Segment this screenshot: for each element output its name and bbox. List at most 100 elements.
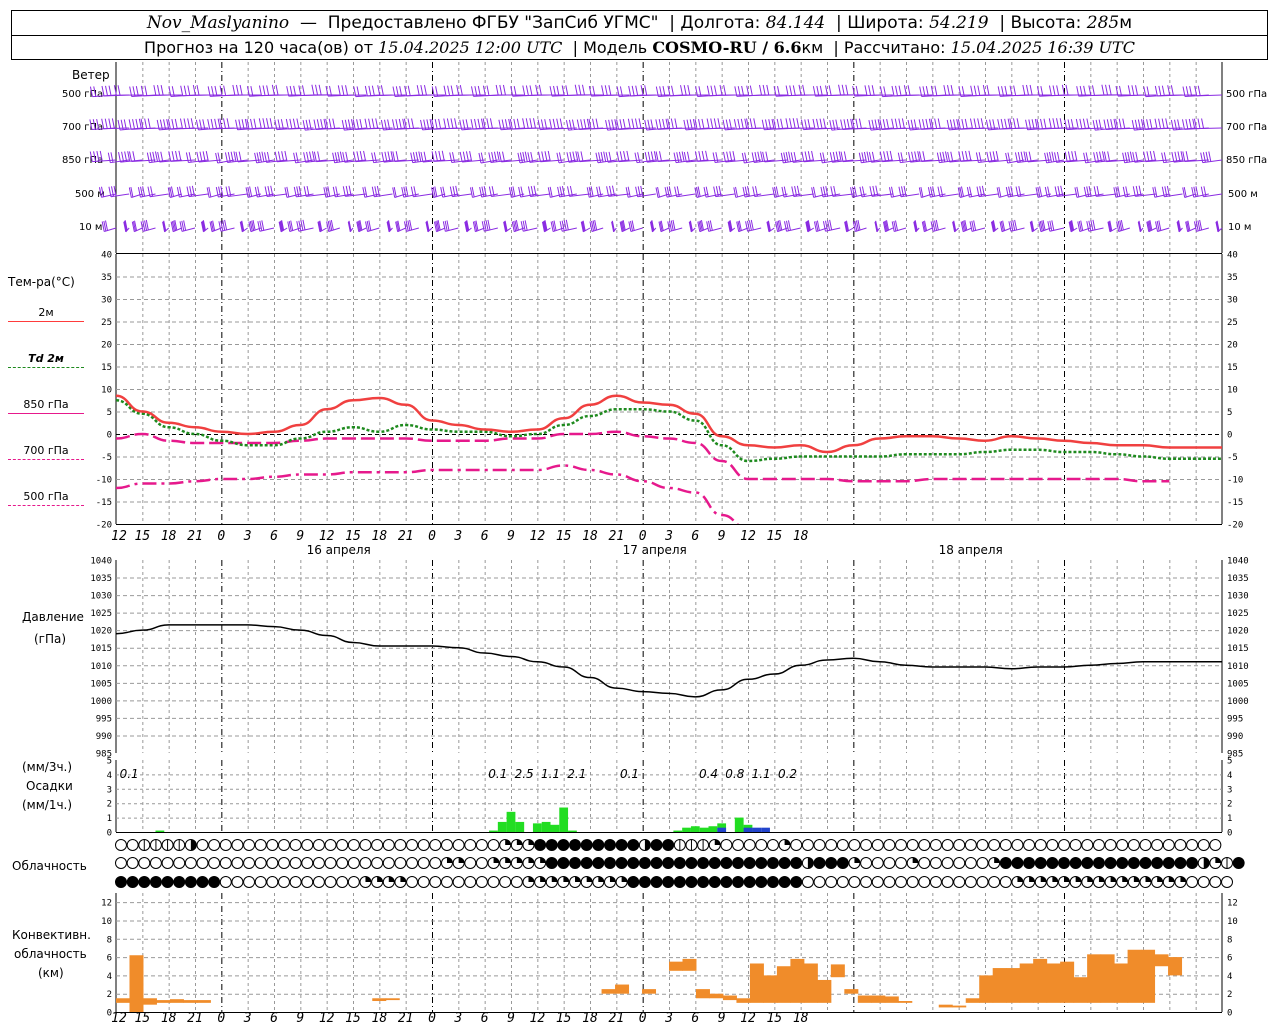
cloud-symbol [1081,857,1094,869]
wind-level-10m-right: 10 м [1228,222,1252,233]
wind-barb-10m [347,220,354,233]
cloud-symbol [1162,857,1175,869]
cloud-title: Облачность [12,859,87,873]
cloud-symbol [708,857,721,869]
cloud-symbol [999,876,1012,888]
wind-barb-850hpa [215,152,235,164]
conv-bar [1168,957,1183,976]
wind-barb-10m [1068,220,1078,233]
cloud-symbol-fill [1157,876,1163,882]
wind-barb-850hpa [936,151,959,164]
cloud-symbol [1127,839,1140,851]
wind-barb-850hpa [1200,151,1223,164]
cloud-symbol-fill [1168,876,1175,882]
wind-barb-10m [882,220,894,233]
wind-barb-850hpa [1122,151,1144,164]
wind-barb-500m [225,186,248,198]
cloud-symbol-fill [714,839,721,845]
wind-barb-500m [635,185,656,198]
cloud-symbol [1034,839,1047,851]
cloud-symbol [371,839,384,851]
cloud-symbol [813,857,826,869]
rain-bar [690,826,700,832]
wind-barb-850hpa [313,151,340,163]
cloud-symbol [1127,857,1140,869]
temp-x-tick: 0 [639,529,647,544]
wind-barb-500m [245,186,261,198]
wind-barb-500m [508,186,525,198]
cloud-symbol-fill [516,857,523,863]
wind-barb-850hpa [293,152,314,164]
cloud-symbol [208,876,221,888]
legend-t2m-label: 2м [38,306,54,319]
wind-barb-10m [649,220,657,233]
legend-td2m-line [8,367,84,368]
conv-bar [965,998,980,1003]
wind-barb-10m [472,220,485,233]
wind-barb-500m [206,186,222,198]
wind-barb-700hpa [746,118,775,129]
cloud-symbol [301,857,314,869]
wind-barb-700hpa [522,118,551,129]
wind-barb-500m [742,186,762,198]
conv-x-tick: 21 [609,1011,625,1024]
wind-barb-500hpa [535,84,564,96]
wind-barb-10m [580,220,591,233]
conv-bar [116,998,130,1003]
wind-barb-500m [996,186,1012,198]
legend-500-line [8,505,84,506]
rain-bar [682,827,691,832]
conv-x-tick: 12 [530,1011,546,1024]
cloud-symbol [173,876,186,888]
wind-barb-850hpa [1083,152,1104,164]
wind-level-700hpa-right: 700 гПа [1226,122,1268,133]
legend-td2m-label: Td 2м [28,352,64,365]
cloud-symbol [243,857,256,869]
cloud-symbol-fill [1029,876,1035,882]
wind-barb-500m [606,185,630,197]
cloud-symbol [999,857,1012,869]
cloud-symbol [766,876,779,888]
wind-barb-850hpa [517,151,538,164]
wind-barb-10m [179,220,196,232]
cloud-symbol [1116,839,1129,851]
wind-barb-500m [431,186,446,198]
cloud-symbol [324,839,337,851]
precip-3h-total: 2.5 [515,767,534,781]
wind-barb-850hpa [498,151,525,163]
cloud-symbol [382,857,395,869]
cloud-symbol [464,857,477,869]
cloud-symbol-fill [388,876,395,883]
temp-x-tick: 0 [428,529,436,544]
temp-y-tick-left: 10 [101,386,112,396]
wind-barb-10m [736,220,749,233]
cloud-symbol [266,839,279,851]
wind-barb-700hpa [588,118,617,130]
wind-barb-500m [713,185,735,198]
cloud-symbol [825,857,838,869]
cloud-symbol [883,876,896,888]
pressure-y-tick-left: 985 [96,750,112,760]
cloud-symbol-fill [505,857,511,863]
cloud-symbol [1058,857,1071,869]
cloud-symbol [906,876,919,888]
wind-barb-700hpa [179,118,209,130]
precip-title: Осадки [26,779,73,793]
cloud-symbol-fill [994,857,1000,863]
cloud-symbol [254,857,267,869]
wind-barb-10m [1077,220,1091,233]
cloud-symbol [615,839,628,851]
legend-td2m: Td 2м [8,352,84,368]
conv-bar [803,963,818,1003]
temp-x-tick: 21 [398,529,414,544]
cloud-symbol [569,857,582,869]
temp-y-tick-right: 25 [1227,318,1238,328]
wind-barb-500hpa [1048,85,1078,97]
cloud-symbol [464,876,477,888]
wind-barb-10m [688,220,696,233]
cloud-symbol-fill [1017,876,1023,882]
wind-barb-500m [215,186,235,198]
cloud-symbol [860,857,873,869]
wind-barb-500m [254,186,275,198]
series-t2m [116,394,1222,454]
